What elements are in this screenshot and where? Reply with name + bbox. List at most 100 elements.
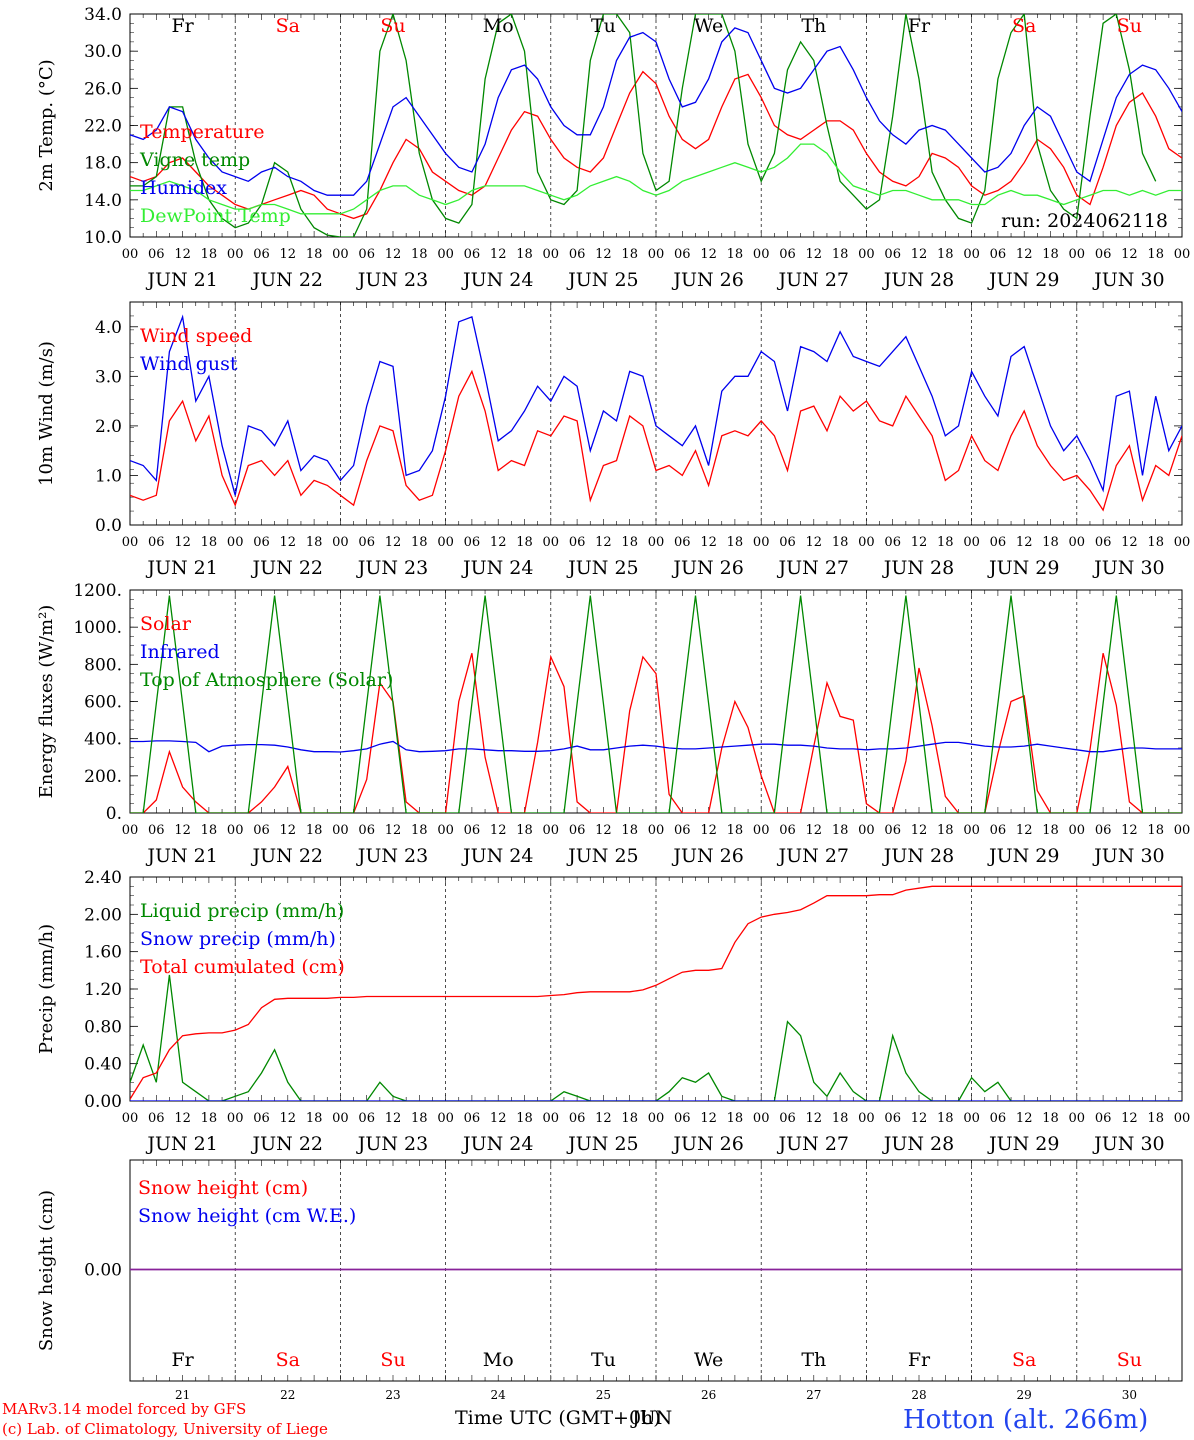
- hour-tick-label: 00: [1174, 247, 1191, 262]
- day-label-bottom: Tu: [591, 1349, 616, 1371]
- hour-tick-label: 18: [306, 823, 323, 838]
- hour-tick-label: 18: [1042, 535, 1059, 550]
- hour-tick-label: 18: [516, 823, 533, 838]
- panel-frame: [129, 301, 1183, 526]
- hour-tick-label: 00: [437, 1111, 454, 1126]
- date-label: JUN 25: [566, 845, 638, 867]
- hour-tick-label: 00: [227, 823, 244, 838]
- hour-tick-label: 12: [280, 823, 297, 838]
- hour-tick-label: 18: [621, 247, 638, 262]
- hour-tick-label: 06: [464, 247, 481, 262]
- hour-tick-label: 00: [963, 1111, 980, 1126]
- legend-entry: Solar: [140, 613, 192, 635]
- hour-tick-label: 00: [648, 823, 665, 838]
- day-label-bottom: Fr: [171, 1349, 194, 1371]
- hour-tick-label: 00: [332, 1111, 349, 1126]
- hour-tick-label: 18: [1042, 247, 1059, 262]
- hour-tick-label: 00: [1174, 535, 1191, 550]
- legend-entry: Temperature: [140, 121, 264, 143]
- y-tick-label: 2.00: [84, 905, 122, 925]
- y-tick-label: 18.0: [84, 154, 122, 174]
- hour-tick-label: 18: [621, 1111, 638, 1126]
- hour-tick-label: 12: [1016, 1111, 1033, 1126]
- y-tick-label: 30.0: [84, 42, 122, 62]
- y-tick-label: 800.: [84, 655, 122, 675]
- hour-tick-label: 00: [858, 823, 875, 838]
- y-axis-title: Precip (mm/h): [36, 924, 57, 1054]
- hour-tick-label: 00: [1069, 535, 1086, 550]
- date-label: JUN 24: [461, 1133, 533, 1155]
- hour-tick-label: 06: [674, 535, 691, 550]
- legend-entry: Total cumulated (cm): [140, 956, 345, 978]
- hour-tick-label: 06: [569, 535, 586, 550]
- hour-tick-label: 06: [674, 247, 691, 262]
- y-tick-label: 10.0: [84, 228, 122, 248]
- station-label: Hotton (alt. 266m): [903, 1405, 1148, 1435]
- date-label: JUN 27: [777, 845, 849, 867]
- hour-tick-label: 06: [253, 823, 270, 838]
- day-label-bottom: Su: [1117, 1349, 1142, 1371]
- hour-tick-label: 18: [832, 535, 849, 550]
- date-number: 25: [596, 1388, 611, 1402]
- date-label: JUN 26: [671, 269, 743, 291]
- hour-tick-label: 18: [411, 823, 428, 838]
- date-label: JUN 29: [987, 557, 1059, 579]
- hour-tick-label: 00: [437, 535, 454, 550]
- series-line-green: [130, 974, 1182, 1101]
- hour-tick-label: 06: [253, 535, 270, 550]
- hour-tick-label: 06: [464, 1111, 481, 1126]
- y-tick-label: 2.40: [84, 868, 122, 888]
- hour-tick-label: 18: [1042, 1111, 1059, 1126]
- legend-entry: Vigne temp: [139, 149, 250, 171]
- hour-tick-label: 00: [332, 247, 349, 262]
- hour-tick-label: 06: [779, 823, 796, 838]
- hour-tick-label: 12: [174, 247, 191, 262]
- panel-5: 0.00 Snow height (cm) Snow height (cm) Snow…: [36, 1159, 1183, 1382]
- run-label: run: 2024062118: [1001, 210, 1168, 232]
- day-label-top: Tu: [591, 15, 616, 37]
- day-label-top: Su: [1117, 15, 1142, 37]
- y-tick-label: 0.00: [84, 1261, 122, 1281]
- day-label-top: Sa: [1012, 15, 1036, 37]
- hour-tick-label: 12: [1121, 1111, 1138, 1126]
- hour-tick-label: 06: [884, 535, 901, 550]
- hour-tick-label: 12: [806, 247, 823, 262]
- hour-tick-label: 00: [858, 247, 875, 262]
- y-tick-label: 4.0: [95, 318, 122, 338]
- hour-tick-label: 12: [911, 247, 928, 262]
- hour-tick-label: 18: [516, 247, 533, 262]
- series-line-red: [130, 70, 1182, 220]
- hour-tick-label: 12: [1016, 535, 1033, 550]
- hour-tick-label: 06: [1095, 1111, 1112, 1126]
- footer-jun-label: JUN: [630, 1407, 672, 1429]
- hour-tick-label: 06: [1095, 535, 1112, 550]
- hour-tick-label: 18: [937, 535, 954, 550]
- hour-tick-label: 00: [858, 535, 875, 550]
- hour-tick-label: 06: [148, 823, 165, 838]
- hour-tick-label: 12: [280, 535, 297, 550]
- hour-tick-label: 06: [569, 247, 586, 262]
- footer-time-axis-label: Time UTC (GMT+0h): [455, 1407, 661, 1429]
- day-label-top: Sa: [276, 15, 300, 37]
- hour-tick-label: 00: [753, 247, 770, 262]
- y-axis-title: Snow height (cm): [36, 1190, 57, 1351]
- hour-tick-label: 06: [464, 535, 481, 550]
- y-tick-label: 0.: [106, 804, 122, 824]
- hour-tick-label: 06: [358, 823, 375, 838]
- y-tick-label: 2.0: [95, 417, 122, 437]
- legend-entry: Humidex: [140, 177, 227, 199]
- y-tick-label: 26.0: [84, 79, 122, 99]
- hour-tick-label: 12: [385, 535, 402, 550]
- hour-tick-label: 18: [1147, 1111, 1164, 1126]
- series-line-green: [130, 14, 1157, 237]
- hour-tick-label: 12: [1016, 823, 1033, 838]
- hour-tick-label: 00: [858, 1111, 875, 1126]
- hour-tick-label: 00: [648, 247, 665, 262]
- date-label: JUN 24: [461, 845, 533, 867]
- hour-tick-label: 18: [1147, 823, 1164, 838]
- hour-tick-label: 12: [490, 247, 507, 262]
- date-label: JUN 25: [566, 557, 638, 579]
- legend-entry: Snow precip (mm/h): [140, 928, 336, 950]
- hour-tick-label: 18: [1042, 823, 1059, 838]
